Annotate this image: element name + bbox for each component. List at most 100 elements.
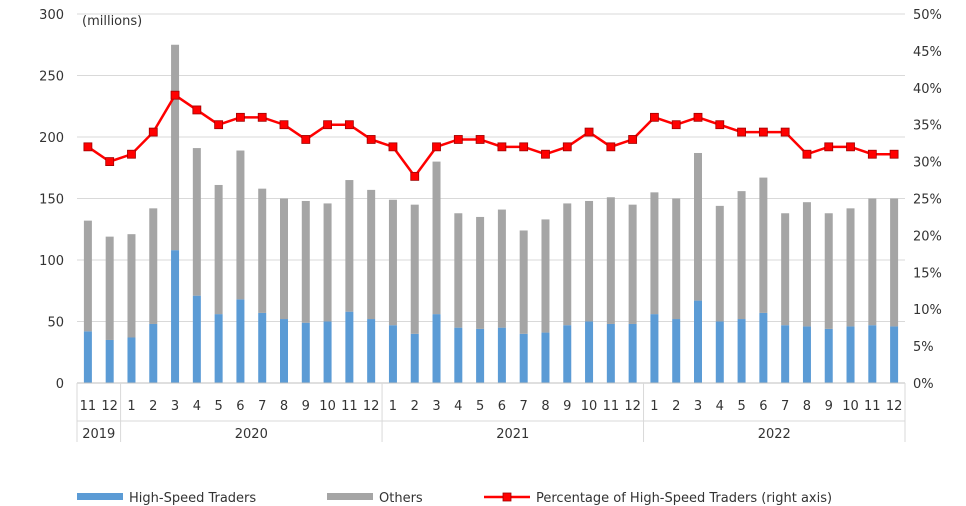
year-label: 2020	[235, 427, 268, 442]
bar-high-speed-traders	[280, 319, 288, 383]
bar-high-speed-traders	[345, 311, 354, 383]
month-label: 4	[454, 399, 462, 414]
y-right-tick-label: 40%	[913, 82, 942, 97]
percentage-point	[780, 127, 790, 137]
percentage-point	[562, 142, 572, 152]
month-label: 1	[389, 399, 397, 414]
percentage-point	[737, 127, 746, 137]
month-label: 12	[886, 399, 903, 414]
year-label: 2022	[758, 427, 791, 442]
y-right-tick-label: 45%	[913, 45, 942, 60]
unit-label: (millions)	[82, 14, 142, 29]
y-right-tick-label: 15%	[913, 266, 942, 281]
bar-others	[541, 219, 550, 333]
bar-others	[846, 208, 855, 327]
bar-high-speed-traders	[323, 321, 332, 383]
percentage-point	[410, 171, 420, 181]
month-label: 6	[498, 399, 506, 414]
y-left-tick-label: 150	[39, 193, 64, 208]
bar-others	[563, 203, 572, 326]
month-label: 11	[341, 399, 358, 414]
percentage-point	[148, 127, 158, 137]
legend-swatch	[77, 493, 123, 500]
percentage-point	[83, 142, 93, 152]
month-label: 12	[101, 399, 118, 414]
y-right-tick-label: 5%	[913, 340, 934, 355]
bar-high-speed-traders	[83, 331, 92, 383]
month-label: 12	[624, 399, 641, 414]
bar-others	[585, 200, 594, 322]
bar-high-speed-traders	[606, 323, 615, 383]
month-label: 5	[737, 399, 745, 414]
month-label: 12	[363, 399, 380, 414]
y-right-tick-label: 35%	[913, 119, 942, 134]
percentage-point	[344, 120, 354, 130]
bar-high-speed-traders	[781, 325, 790, 383]
y-left-tick-label: 100	[39, 254, 64, 269]
bar-others	[83, 220, 92, 332]
month-label: 7	[258, 399, 266, 414]
bar-high-speed-traders	[563, 325, 572, 383]
y-left-tick-label: 300	[39, 8, 64, 23]
month-label: 1	[127, 399, 135, 414]
bar-others	[323, 203, 332, 322]
bar-high-speed-traders	[454, 327, 463, 383]
bar-others	[672, 198, 681, 320]
bar-others	[258, 188, 267, 313]
y-right-tick-label: 30%	[913, 156, 942, 171]
bar-high-speed-traders	[672, 319, 681, 383]
bar-high-speed-traders	[367, 319, 376, 383]
bar-others	[149, 208, 158, 324]
bar-others	[127, 234, 136, 338]
percentage-point	[584, 127, 594, 137]
bar-others	[367, 189, 376, 320]
bar-others	[280, 198, 288, 320]
month-label: 3	[432, 399, 440, 414]
y-left-tick-label: 50	[47, 316, 64, 331]
bar-others	[737, 191, 746, 320]
percentage-point	[824, 142, 834, 152]
month-label: 2	[672, 399, 680, 414]
y-right-tick-label: 10%	[913, 303, 942, 318]
percentage-point	[671, 120, 681, 130]
bar-high-speed-traders	[149, 323, 158, 383]
percentage-point	[519, 142, 529, 152]
bar-others	[192, 148, 201, 296]
bar-others	[214, 184, 223, 315]
bar-others	[171, 44, 180, 251]
year-label: 2019	[82, 427, 115, 442]
month-label: 9	[302, 399, 310, 414]
month-label: 8	[280, 399, 288, 414]
bar-others	[519, 230, 528, 334]
percentage-point	[497, 142, 507, 152]
percentage-point	[475, 135, 485, 144]
month-label: 2	[411, 399, 419, 414]
right-axis: 0% 5% 10% 15% 20% 25% 30% 35% 40% 45% 50%	[913, 8, 942, 392]
bar-high-speed-traders	[476, 328, 485, 383]
bar-others	[301, 200, 310, 323]
percentage-point	[867, 149, 877, 159]
bar-others	[236, 150, 245, 300]
bar-others	[868, 198, 877, 326]
bar-high-speed-traders	[388, 325, 397, 383]
month-label: 3	[694, 399, 702, 414]
bar-others	[410, 204, 419, 334]
bar-high-speed-traders	[628, 323, 637, 383]
y-right-tick-label: 25%	[913, 193, 942, 208]
bar-high-speed-traders	[410, 333, 419, 383]
bar-high-speed-traders	[650, 314, 659, 383]
percentage-point	[693, 112, 703, 122]
month-label: 11	[603, 399, 620, 414]
percentage-line	[83, 90, 899, 181]
month-label: 6	[236, 399, 244, 414]
bar-high-speed-traders	[541, 332, 550, 383]
bar-others	[781, 213, 790, 326]
month-label: 10	[581, 399, 598, 414]
gridlines	[77, 13, 905, 384]
bar-others	[759, 177, 768, 313]
percentage-point	[606, 142, 616, 152]
bar-others	[388, 199, 397, 326]
bar-high-speed-traders	[585, 321, 594, 383]
bar-high-speed-traders	[759, 312, 768, 383]
percentage-point	[715, 120, 725, 130]
